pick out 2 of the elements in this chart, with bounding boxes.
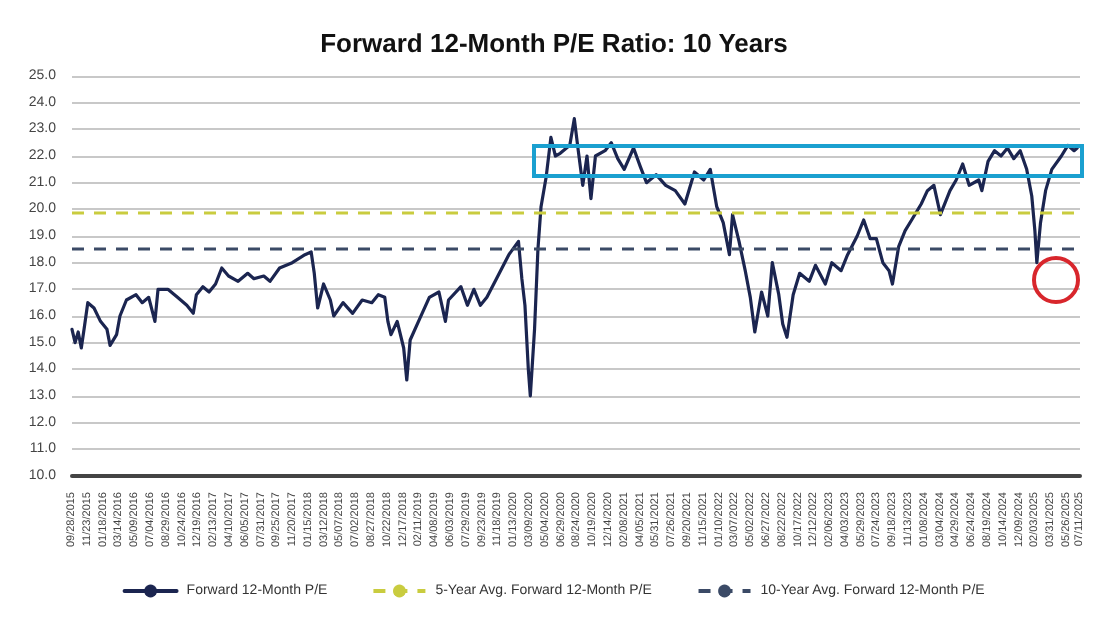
chart-title: Forward 12-Month P/E Ratio: 10 Years bbox=[320, 28, 788, 58]
line-series bbox=[70, 117, 1079, 398]
